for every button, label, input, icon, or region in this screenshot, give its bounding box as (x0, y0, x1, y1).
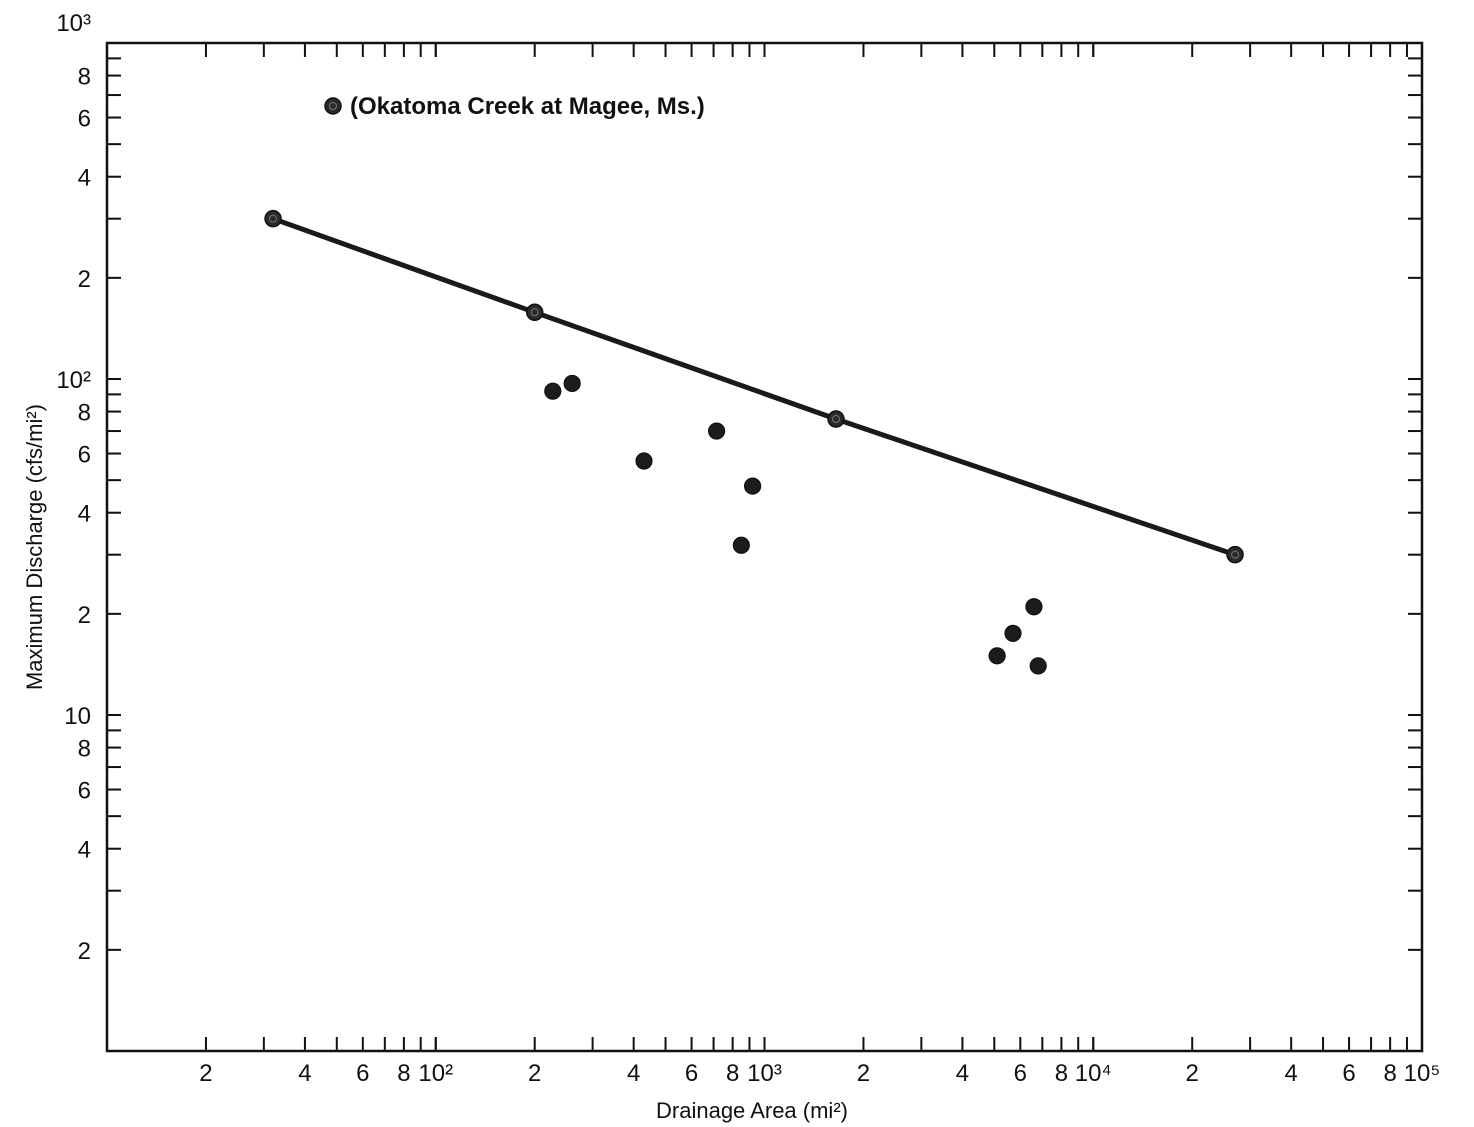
x-tick-label: 10⁴ (1075, 1060, 1112, 1087)
legend-label: (Okatoma Creek at Magee, Ms.) (350, 93, 705, 120)
y-tick-label: 8 (78, 64, 91, 91)
y-tick-label: 4 (78, 165, 91, 192)
legend: (Okatoma Creek at Magee, Ms.) (324, 93, 705, 120)
legend-marker (324, 97, 342, 115)
y-tick-label: 10² (56, 367, 91, 394)
line-point-marker-ring (530, 308, 539, 317)
x-tick-label: 10⁵ (1404, 1060, 1441, 1087)
y-tick-label: 8 (78, 736, 91, 763)
line-point-marker (525, 303, 544, 322)
data-point (635, 452, 653, 470)
ticks (107, 43, 1422, 1051)
y-tick-label: 8 (78, 400, 91, 427)
line-point-marker-ring (1231, 550, 1240, 559)
y-tick-label: 6 (78, 442, 91, 469)
line-point-marker (827, 410, 845, 428)
fit-line (270, 216, 1238, 558)
points (264, 209, 1244, 675)
x-tick-label: 6 (1014, 1060, 1027, 1087)
y-tick-label: 6 (78, 106, 91, 133)
data-point (743, 477, 762, 495)
x-axis-label: Drainage Area (mi²) (656, 1098, 848, 1123)
y-tick-label: 10 (64, 703, 91, 730)
x-tick-label: 2 (528, 1060, 541, 1087)
data-point (988, 647, 1006, 665)
x-tick-label: 8 (726, 1060, 739, 1087)
line-point-marker (264, 209, 282, 228)
line-point-marker-ring (269, 214, 278, 223)
x-tick-label: 2 (857, 1060, 870, 1087)
x-tick-label: 8 (397, 1060, 410, 1087)
y-tick-label: 2 (78, 602, 91, 629)
data-point (708, 422, 726, 440)
y-tick-label: 2 (78, 266, 91, 293)
y-tick-labels: 2 4 6 8 10 2 4 6 8 10² 2 4 6 8 10³ (56, 10, 91, 965)
y-tick-label: 4 (78, 501, 91, 528)
x-tick-label: 4 (1284, 1060, 1297, 1087)
x-tick-label: 8 (1383, 1060, 1396, 1087)
data-point (1004, 624, 1022, 642)
data-point (544, 382, 562, 400)
x-tick-label: 4 (298, 1060, 311, 1087)
x-tick-label: 10² (418, 1060, 453, 1087)
x-tick-label: 6 (685, 1060, 698, 1087)
x-tick-label: 6 (356, 1060, 369, 1087)
y-axis-label: Maximum Discharge (cfs/mi²) (22, 404, 47, 690)
y-tick-label: 2 (78, 938, 91, 965)
x-tick-label: 4 (627, 1060, 640, 1087)
y-tick-label: 10³ (56, 10, 91, 37)
line-point-marker-ring (831, 415, 840, 424)
lines (270, 216, 1238, 558)
x-tick-label: 2 (199, 1060, 212, 1087)
y-tick-label: 6 (78, 778, 91, 805)
x-tick-label: 2 (1186, 1060, 1199, 1087)
x-tick-label: 4 (956, 1060, 969, 1087)
x-tick-labels: 2 4 6 8 10² 2 4 6 8 10³ 2 4 6 8 10⁴ 2 4 6 8 10⁵ (199, 1060, 1440, 1087)
y-tick-label: 4 (78, 837, 91, 864)
line-point-marker (1226, 545, 1244, 564)
x-tick-label: 8 (1055, 1060, 1068, 1087)
data-point (1029, 657, 1047, 675)
plot-frame (105, 41, 1424, 1053)
x-tick-label: 10³ (747, 1060, 782, 1087)
data-point (563, 374, 581, 393)
data-point (1025, 598, 1043, 616)
data-point (732, 536, 750, 554)
x-tick-label: 6 (1342, 1060, 1355, 1087)
